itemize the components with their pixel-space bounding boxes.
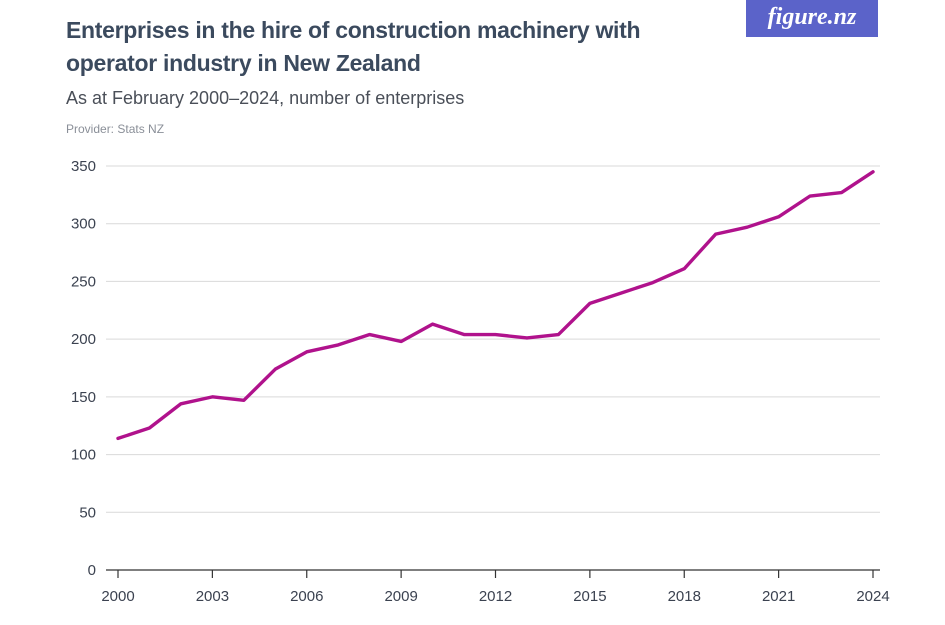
- data-provider: Provider: Stats NZ: [66, 122, 165, 136]
- y-axis-ticks: 0 50 100 150 200 250 300 350: [71, 158, 96, 579]
- chart-subtitle: As at February 2000–2024, number of ente…: [66, 88, 465, 108]
- y-tick-label-350: 350: [71, 158, 96, 175]
- x-tick-label-2024: 2024: [856, 588, 889, 605]
- y-tick-label-150: 150: [71, 389, 96, 406]
- x-tick-label-2012: 2012: [479, 588, 512, 605]
- series-line-0: [116, 170, 875, 441]
- gridlines: [106, 165, 880, 513]
- y-tick-label-250: 250: [71, 273, 96, 290]
- x-tick-label-2018: 2018: [668, 588, 701, 605]
- x-tick-label-2003: 2003: [196, 588, 229, 605]
- y-tick-label-50: 50: [79, 504, 96, 521]
- y-tick-label-200: 200: [71, 331, 96, 348]
- x-tick-label-2000: 2000: [101, 588, 134, 605]
- y-tick-label-300: 300: [71, 216, 96, 233]
- figure-nz-logo[interactable]: figure.nz: [746, 0, 878, 37]
- x-tick-label-2015: 2015: [573, 588, 606, 605]
- chart-title: Enterprises in the hire of construction …: [66, 17, 641, 76]
- x-tick-label-2009: 2009: [384, 588, 417, 605]
- x-tick-label-2021: 2021: [762, 588, 795, 605]
- y-tick-label-100: 100: [71, 447, 96, 464]
- y-tick-label-0: 0: [88, 562, 96, 579]
- x-axis: 2000 2003 2006 2009 2012 2015 2018 2021 2024: [101, 569, 890, 605]
- x-tick-label-2006: 2006: [290, 588, 323, 605]
- series-group: [116, 170, 875, 441]
